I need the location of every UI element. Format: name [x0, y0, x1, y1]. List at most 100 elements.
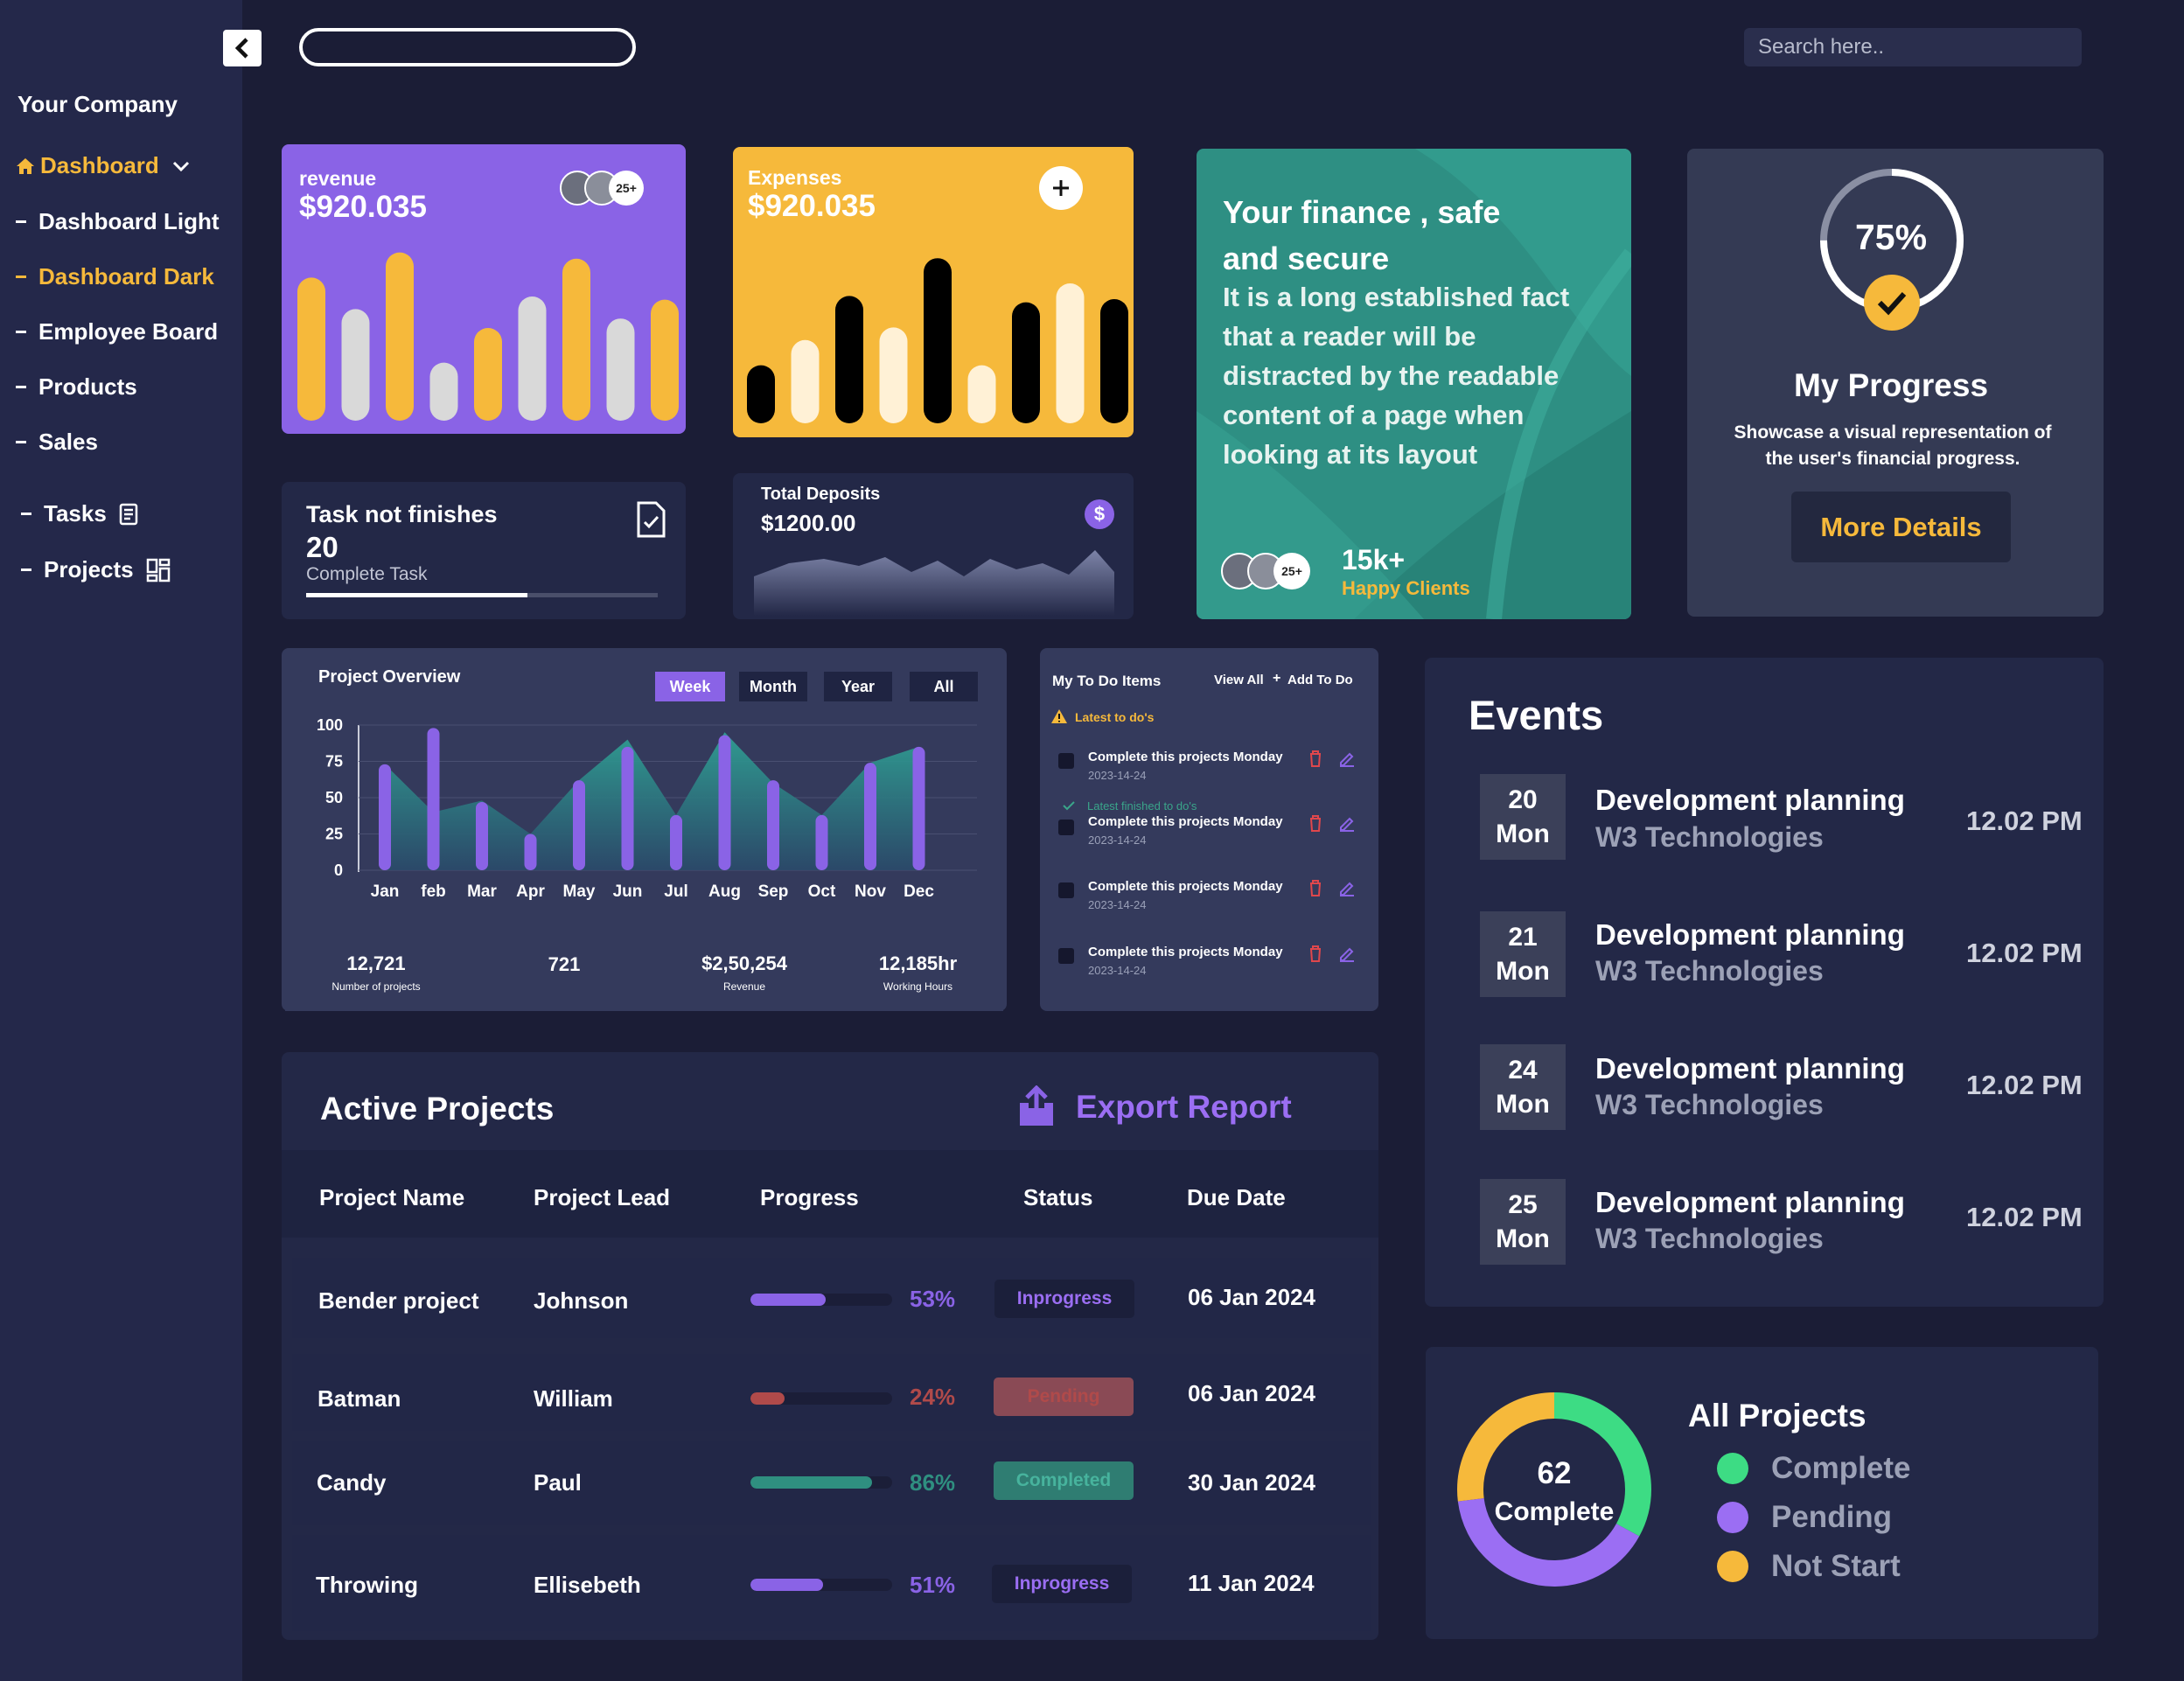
stat-value: 12,185hr: [878, 952, 958, 974]
project-lead: Paul: [534, 1469, 582, 1496]
export-icon: [1020, 1085, 1053, 1126]
todo-checkbox[interactable]: [1058, 882, 1074, 898]
legend-label: Complete: [1771, 1451, 1911, 1485]
check-icon: [1063, 801, 1075, 811]
event-weekday: Mon: [1496, 1224, 1550, 1253]
todo-checkbox[interactable]: [1058, 820, 1074, 835]
donut-slice: [1457, 1392, 1651, 1587]
stat-label: Number of projects: [331, 980, 421, 993]
events-title: Events: [1469, 692, 1604, 738]
sidebar-item-dashboard[interactable]: Dashboard: [16, 152, 191, 179]
chevron-left-icon: [234, 38, 248, 59]
sidebar-item-dashboard-light[interactable]: Dashboard Light: [16, 208, 220, 235]
trash-icon[interactable]: [1308, 750, 1322, 767]
tab-year[interactable]: Year: [824, 672, 892, 701]
project-lead: Johnson: [534, 1287, 629, 1314]
project-overview-chart: 0 25 50 75 100 Jan feb Mar Apr May Jun Jul Aug Sep Oct…: [317, 716, 977, 901]
finance-card: Your finance , safe and secure It is a l…: [1197, 149, 1631, 619]
document-check-icon: [637, 501, 666, 538]
event-day: 25: [1508, 1190, 1538, 1219]
sidebar: Your Company Dashboard Dashboard Light D…: [0, 0, 242, 1681]
view-all-link[interactable]: View All: [1214, 673, 1264, 687]
topbar-pill-input[interactable]: [299, 28, 636, 66]
event-title[interactable]: Development planning: [1595, 918, 1905, 951]
mini-bar: [791, 339, 820, 423]
revenue-bar-chart: [297, 252, 679, 421]
x-tick-label: Nov: [855, 882, 886, 901]
avatar-group: 25+: [560, 171, 644, 206]
edit-icon[interactable]: [1338, 814, 1356, 832]
tab-all[interactable]: All: [910, 672, 978, 701]
x-tick-label: May: [563, 882, 596, 901]
y-tick-label: 0: [334, 861, 343, 879]
bar: [767, 780, 779, 870]
event-company: W3 Technologies: [1595, 955, 1824, 987]
event-title[interactable]: Development planning: [1595, 784, 1905, 816]
trash-icon[interactable]: [1308, 814, 1322, 832]
home-icon: [17, 157, 34, 174]
todo-checkbox[interactable]: [1058, 753, 1074, 769]
progress-bar-fill: [750, 1476, 873, 1489]
revenue-card: revenue $920.035 25+: [282, 144, 686, 434]
sidebar-item-sales[interactable]: Sales: [16, 429, 98, 456]
all-projects-title: All Projects: [1688, 1398, 1867, 1433]
expenses-bar-chart: [747, 258, 1128, 423]
mini-bar: [606, 318, 635, 421]
sidebar-item-products[interactable]: Products: [16, 373, 137, 401]
mini-bar: [651, 299, 679, 421]
company-name: Your Company: [17, 91, 178, 117]
progress-percent: 24%: [910, 1384, 956, 1410]
project-name: Candy: [317, 1469, 387, 1496]
sidebar-item-projects[interactable]: Projects: [21, 556, 171, 583]
tab-week[interactable]: Week: [655, 672, 725, 701]
event-weekday: Mon: [1496, 820, 1550, 848]
collapse-sidebar-button[interactable]: [223, 30, 262, 66]
sidebar-item-tasks[interactable]: Tasks: [21, 500, 138, 527]
todo-text: Complete this projects Monday: [1088, 750, 1283, 764]
mini-bar: [1056, 283, 1085, 423]
project-name: Batman: [317, 1385, 401, 1412]
sidebar-item-label: Dashboard: [40, 152, 159, 178]
sidebar-item-dashboard-dark[interactable]: Dashboard Dark: [16, 263, 214, 290]
finance-body: It is a long established fact that a rea…: [1223, 282, 1570, 470]
trash-icon[interactable]: [1308, 879, 1322, 896]
legend-label: Not Start: [1771, 1549, 1901, 1583]
event-title[interactable]: Development planning: [1595, 1186, 1905, 1218]
search-input[interactable]: [1744, 28, 2082, 66]
projects-donut-chart: [1457, 1392, 1651, 1587]
chevron-down-icon[interactable]: [171, 160, 191, 172]
trash-icon[interactable]: [1308, 945, 1322, 962]
add-todo-link[interactable]: Add To Do: [1287, 673, 1353, 687]
edit-icon[interactable]: [1338, 750, 1356, 767]
table-header: [282, 1150, 1378, 1238]
more-details-button[interactable]: More Details: [1791, 492, 2011, 562]
finished-todos-label: Latest finished to do's: [1087, 799, 1197, 813]
tab-month[interactable]: Month: [739, 672, 807, 701]
event-title[interactable]: Development planning: [1595, 1052, 1905, 1085]
legend-item-complete: Complete: [1717, 1451, 1910, 1486]
sidebar-item-employee-board[interactable]: Employee Board: [16, 318, 218, 345]
bar: [476, 801, 488, 870]
due-date: 11 Jan 2024: [1188, 1570, 1315, 1596]
todo-checkbox[interactable]: [1058, 948, 1074, 964]
column-header: Project Name: [319, 1184, 465, 1210]
edit-icon[interactable]: [1338, 945, 1356, 962]
edit-icon[interactable]: [1338, 879, 1356, 896]
todo-date: 2023-14-24: [1088, 834, 1147, 847]
progress-bar-fill: [750, 1579, 823, 1591]
task-label: Task not finishes: [306, 501, 498, 527]
progress-bar-fill: [750, 1294, 826, 1306]
project-lead: Ellisebeth: [534, 1572, 641, 1598]
x-tick-label: Jul: [664, 882, 687, 901]
event-date: 25 Mon: [1480, 1179, 1566, 1265]
export-report-button[interactable]: Export Report: [1016, 1085, 1292, 1129]
stat-second: 721: [472, 934, 656, 1011]
warning-icon: [1051, 709, 1067, 723]
stat-value: 12,721: [346, 952, 406, 974]
event-date: 20 Mon: [1480, 774, 1566, 860]
task-count: 20: [306, 531, 338, 563]
revenue-amount: $920.035: [299, 190, 427, 224]
add-expense-button[interactable]: [1039, 166, 1083, 210]
progress-bar: [750, 1392, 892, 1405]
bar: [864, 763, 876, 870]
